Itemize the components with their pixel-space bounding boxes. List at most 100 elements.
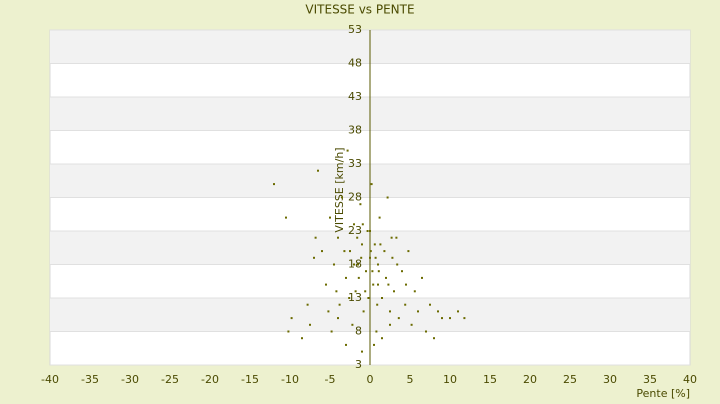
point bbox=[429, 303, 431, 306]
y-tick-label: 43 bbox=[348, 90, 362, 103]
point bbox=[327, 310, 330, 313]
point bbox=[343, 250, 346, 253]
point bbox=[377, 283, 379, 286]
point bbox=[378, 216, 381, 219]
y-tick-label: 13 bbox=[348, 291, 362, 304]
point bbox=[376, 303, 379, 306]
point bbox=[374, 256, 377, 259]
x-tick-label: -10 bbox=[281, 373, 299, 386]
x-tick-label: 5 bbox=[407, 373, 414, 386]
point bbox=[337, 317, 339, 320]
point bbox=[337, 236, 339, 239]
point bbox=[410, 323, 413, 326]
point bbox=[393, 290, 395, 293]
point bbox=[357, 276, 360, 279]
point bbox=[397, 317, 400, 320]
x-tick-label: -5 bbox=[325, 373, 336, 386]
point bbox=[407, 250, 410, 253]
x-tick-label: -40 bbox=[41, 373, 59, 386]
point bbox=[366, 230, 369, 232]
point bbox=[369, 256, 371, 259]
point bbox=[345, 276, 347, 279]
y-tick-label: 48 bbox=[348, 57, 362, 70]
y-tick-label: 8 bbox=[355, 325, 362, 338]
x-tick-label: 30 bbox=[603, 373, 617, 386]
x-tick-label: -25 bbox=[161, 373, 179, 386]
point bbox=[356, 236, 359, 239]
point bbox=[353, 223, 355, 226]
point bbox=[421, 276, 423, 279]
point bbox=[377, 270, 380, 273]
point bbox=[373, 243, 376, 246]
point bbox=[361, 243, 363, 246]
x-tick-label: 40 bbox=[683, 373, 697, 386]
y-tick-label: 53 bbox=[348, 23, 362, 36]
point bbox=[333, 263, 335, 266]
chart-title: VITESSE vs PENTE bbox=[305, 3, 414, 17]
point bbox=[386, 196, 389, 199]
point bbox=[371, 270, 374, 273]
x-tick-label: 10 bbox=[443, 373, 457, 386]
point bbox=[381, 297, 383, 299]
point bbox=[313, 256, 315, 259]
point bbox=[372, 283, 375, 286]
point bbox=[345, 343, 347, 346]
point bbox=[379, 243, 382, 246]
point bbox=[387, 283, 390, 286]
point bbox=[290, 317, 293, 320]
point bbox=[325, 283, 327, 286]
point bbox=[463, 317, 466, 320]
point bbox=[367, 297, 370, 299]
point bbox=[346, 149, 349, 152]
point bbox=[306, 303, 309, 306]
point bbox=[437, 310, 439, 313]
point bbox=[377, 263, 379, 266]
point bbox=[369, 230, 371, 232]
point bbox=[330, 330, 333, 333]
point bbox=[373, 343, 375, 346]
point bbox=[362, 310, 365, 313]
point bbox=[395, 236, 398, 239]
point bbox=[389, 323, 391, 326]
point bbox=[341, 196, 343, 199]
point bbox=[338, 303, 341, 306]
point bbox=[404, 303, 407, 306]
y-tick-label: 28 bbox=[348, 191, 362, 204]
point bbox=[389, 310, 391, 313]
point bbox=[348, 297, 351, 299]
point bbox=[335, 290, 338, 293]
y-tick-label: 33 bbox=[348, 157, 362, 170]
point bbox=[285, 216, 287, 219]
y-tick-label: 3 bbox=[355, 358, 362, 371]
point bbox=[391, 256, 394, 259]
point bbox=[375, 330, 378, 333]
point bbox=[329, 216, 331, 219]
point bbox=[405, 283, 407, 286]
x-tick-label: 35 bbox=[643, 373, 657, 386]
point bbox=[317, 169, 319, 172]
point bbox=[273, 183, 275, 186]
point bbox=[417, 310, 419, 313]
point bbox=[413, 290, 416, 293]
y-tick-label: 38 bbox=[348, 124, 362, 137]
point bbox=[301, 337, 303, 340]
x-tick-label: 0 bbox=[367, 373, 374, 386]
point bbox=[433, 337, 435, 340]
point bbox=[396, 263, 399, 266]
x-tick-label: -35 bbox=[81, 373, 99, 386]
point bbox=[370, 183, 373, 186]
point bbox=[381, 337, 383, 340]
point bbox=[351, 323, 354, 326]
x-tick-label: -20 bbox=[201, 373, 219, 386]
point bbox=[354, 290, 357, 293]
point bbox=[385, 276, 387, 279]
point bbox=[360, 256, 363, 259]
point bbox=[359, 203, 362, 206]
point bbox=[457, 310, 459, 313]
x-tick-label: -15 bbox=[241, 373, 259, 386]
point bbox=[321, 250, 323, 253]
point bbox=[349, 250, 351, 253]
point bbox=[449, 317, 451, 320]
y-tick-label: 23 bbox=[348, 224, 362, 237]
